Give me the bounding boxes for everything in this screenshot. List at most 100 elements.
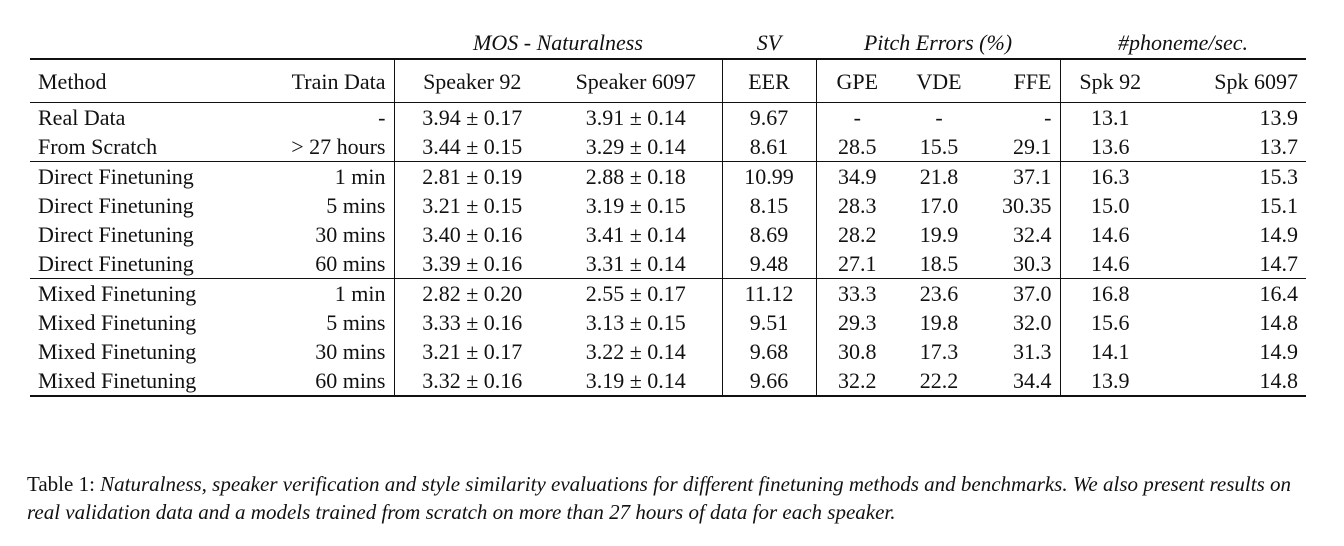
table-cell: 19.9 xyxy=(919,222,959,247)
table-cell: 3.29 ± 0.14 xyxy=(585,134,686,159)
table-cell: 16.4 xyxy=(1160,278,1306,308)
table-cell: 14.8 xyxy=(1160,366,1306,397)
table-row: Direct Finetuning 1 min 2.81 ± 0.19 2.88 ± … xyxy=(30,161,1306,191)
column-header-ffe: FFE xyxy=(980,58,1060,103)
table-cell: 3.33 ± 0.16 xyxy=(393,308,550,337)
table-cell: 13.6 xyxy=(1059,132,1160,162)
table-cell: Mixed Finetuning xyxy=(30,278,244,308)
table-cell: Direct Finetuning xyxy=(30,161,244,191)
column-header-vde: VDE xyxy=(898,58,980,103)
table-cell: 15.1 xyxy=(1259,193,1299,218)
table-row: Direct Finetuning 60 mins 3.39 ± 0.16 3.31 … xyxy=(30,249,1306,279)
table-cell: 1 min xyxy=(244,278,394,308)
table-cell: 3.44 ± 0.15 xyxy=(393,132,550,162)
table-cell: 18.5 xyxy=(919,251,959,276)
table-cell: 3.39 ± 0.16 xyxy=(393,249,550,279)
table-cell: 34.4 xyxy=(980,366,1060,397)
table-cell: 3.21 ± 0.17 xyxy=(393,337,550,366)
table-cell: 32.2 xyxy=(815,366,898,397)
table-cell: 23.6 xyxy=(898,278,980,308)
table-cell: 8.69 xyxy=(721,220,816,249)
column-header-speaker-92: Speaker 92 xyxy=(393,58,550,103)
table-cell: Mixed Finetuning xyxy=(38,339,197,364)
table-cell: 13.7 xyxy=(1259,134,1299,159)
table-cell: 32.4 xyxy=(1013,222,1052,247)
table-cell: 3.32 ± 0.16 xyxy=(393,366,550,397)
group-header-row: MOS - Naturalness SV Pitch Errors (%) #p… xyxy=(30,26,1306,59)
table-cell: 3.41 ± 0.14 xyxy=(585,222,686,247)
column-header-spk-6097: Spk 6097 xyxy=(1160,58,1306,103)
table-cell: 60 mins xyxy=(315,251,386,276)
table-cell: 14.8 xyxy=(1259,310,1299,335)
table-cell: 3.19 ± 0.15 xyxy=(585,193,686,218)
table-cell: 10.99 xyxy=(721,161,816,191)
table-cell: 2.88 ± 0.18 xyxy=(550,161,722,191)
table-cell: > 27 hours xyxy=(291,134,386,159)
table-row: Mixed Finetuning 5 mins 3.33 ± 0.16 3.13 ± … xyxy=(30,308,1306,337)
table-cell: 9.68 xyxy=(721,337,816,366)
table-cell: 28.3 xyxy=(815,191,898,220)
column-header-method: Method xyxy=(30,58,244,103)
table-cell: 29.1 xyxy=(1013,134,1052,159)
table-cell: 3.22 ± 0.14 xyxy=(585,339,686,364)
table-cell: 3.13 ± 0.15 xyxy=(585,310,686,335)
table-cell: 21.8 xyxy=(898,161,980,191)
table-cell: - xyxy=(1044,105,1052,130)
table-cell: 17.0 xyxy=(919,193,959,218)
table-cell: 28.2 xyxy=(815,220,898,249)
table-cell: 29.3 xyxy=(815,308,898,337)
table-cell: 14.6 xyxy=(1059,249,1160,279)
table-cell: 3.91 ± 0.14 xyxy=(585,105,686,130)
table-cell: - xyxy=(378,105,386,130)
table-cell: 13.9 xyxy=(1059,366,1160,397)
group-header-rate: #phoneme/sec. xyxy=(1117,29,1249,55)
table-cell: - xyxy=(935,105,943,130)
column-header-train-data: Train Data xyxy=(244,58,394,103)
table-cell: 37.0 xyxy=(980,278,1060,308)
group-header-empty xyxy=(30,26,394,59)
table-cell: 2.82 ± 0.20 xyxy=(393,278,550,308)
table-cell: 16.8 xyxy=(1059,278,1160,308)
table-cell: 30.8 xyxy=(815,337,898,366)
table-cell: From Scratch xyxy=(38,134,158,159)
table-cell: 27.1 xyxy=(815,249,898,279)
table-cell: Mixed Finetuning xyxy=(38,310,197,335)
table-cell: 13.1 xyxy=(1059,102,1160,132)
table-cell: 15.0 xyxy=(1059,191,1160,220)
table-cell: Direct Finetuning xyxy=(38,222,194,247)
table-cell: 8.15 xyxy=(721,191,816,220)
column-header-gpe: GPE xyxy=(815,58,898,103)
table-cell: 30.3 xyxy=(1013,251,1052,276)
table-cell: 15.3 xyxy=(1160,161,1306,191)
table-row: Direct Finetuning 30 mins 3.40 ± 0.16 3.41 … xyxy=(30,220,1306,249)
table-cell: Mixed Finetuning xyxy=(30,366,244,397)
table-cell: 14.7 xyxy=(1259,251,1299,276)
table-row: From Scratch > 27 hours 3.44 ± 0.15 3.29 ± … xyxy=(30,132,1306,162)
column-header-row: Method Train Data Speaker 92 Speaker 609… xyxy=(30,58,1306,103)
table-cell: 30 mins xyxy=(315,222,386,247)
table-cell: 11.12 xyxy=(721,278,816,308)
table-body: Real Data -3.94 ± 0.17 3.91 ± 0.14 9.67- - -1… xyxy=(30,102,1306,397)
table-cell: Direct Finetuning xyxy=(38,251,194,276)
table-cell: 8.61 xyxy=(721,132,816,162)
table-cell: 60 mins xyxy=(244,366,394,397)
table-cell: 9.48 xyxy=(721,249,816,279)
column-header-speaker-6097: Speaker 6097 xyxy=(550,58,722,103)
table-cell: 9.51 xyxy=(721,308,816,337)
table-cell: 1 min xyxy=(244,161,394,191)
table-row: Mixed Finetuning 60 mins 3.32 ± 0.16 3.19 ±… xyxy=(30,366,1306,397)
group-header-pitch: Pitch Errors (%) xyxy=(863,29,1013,55)
table-cell: Direct Finetuning xyxy=(38,193,194,218)
table-cell: 19.8 xyxy=(919,310,959,335)
table-cell: 3.40 ± 0.16 xyxy=(393,220,550,249)
group-header-mos: MOS - Naturalness xyxy=(473,29,643,55)
table-cell: 3.21 ± 0.15 xyxy=(393,191,550,220)
table-cell: 3.31 ± 0.14 xyxy=(585,251,686,276)
caption-label: Table 1: xyxy=(27,472,95,496)
table-cell: 28.5 xyxy=(815,132,898,162)
table-cell: 9.66 xyxy=(721,366,816,397)
table-cell: 30 mins xyxy=(315,339,386,364)
table-cell: 5 mins xyxy=(326,310,386,335)
table-cell: 3.94 ± 0.17 xyxy=(393,102,550,132)
